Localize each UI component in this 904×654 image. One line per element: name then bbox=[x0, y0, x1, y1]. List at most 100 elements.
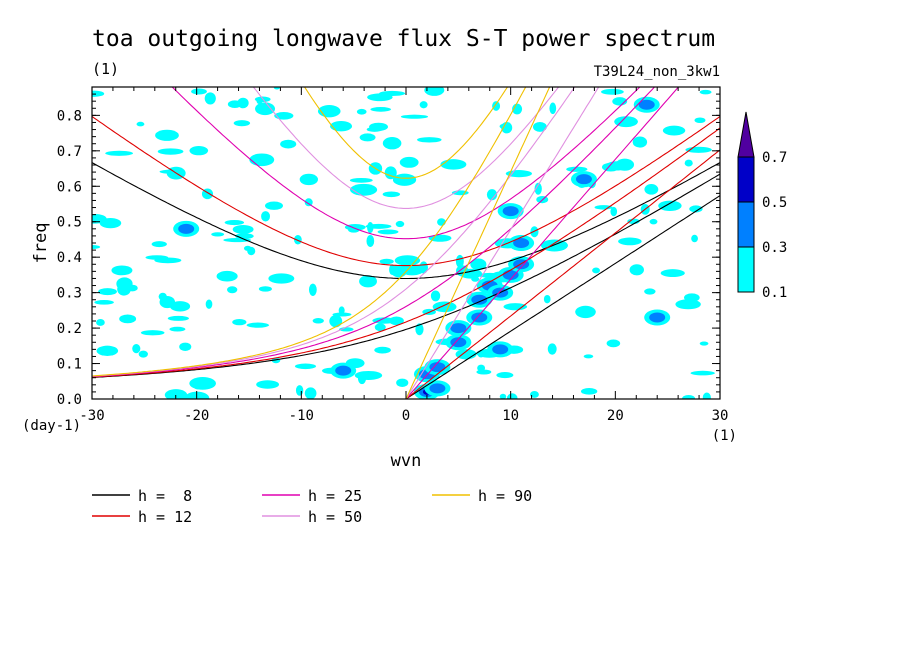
contour-patch bbox=[390, 264, 408, 278]
dispersion-curve-mrg bbox=[92, 87, 576, 377]
contour-patch bbox=[138, 350, 148, 358]
contour-patch bbox=[330, 121, 353, 132]
contour-patch bbox=[477, 364, 486, 372]
contour-patch bbox=[549, 102, 557, 115]
colorbar-label: 0.5 bbox=[762, 195, 787, 211]
contour-patch bbox=[566, 166, 588, 172]
contour-patch bbox=[111, 265, 133, 276]
contour-patch bbox=[294, 235, 302, 245]
contour-patch bbox=[618, 237, 642, 246]
contour-patch bbox=[119, 314, 137, 324]
contour-patch bbox=[694, 117, 706, 124]
contour-patch bbox=[675, 299, 701, 310]
x-tick-label: 10 bbox=[502, 408, 519, 424]
colorbar-label: 0.3 bbox=[762, 240, 787, 256]
contour-patch bbox=[359, 133, 376, 142]
legend-label: h = 50 bbox=[308, 508, 362, 526]
contour-patch bbox=[505, 170, 532, 178]
contour-patch bbox=[374, 346, 391, 354]
contour-patch bbox=[96, 345, 119, 356]
contour-patch bbox=[530, 390, 539, 398]
contour-patch bbox=[370, 107, 391, 112]
contour-patch bbox=[632, 136, 648, 148]
contour-patch bbox=[690, 370, 715, 376]
x-tick-label: 0 bbox=[402, 408, 410, 424]
contour-patch bbox=[140, 330, 165, 336]
y-unit-label: (day-1) bbox=[22, 418, 81, 434]
contour-patch bbox=[164, 389, 188, 399]
contour-patch bbox=[503, 303, 528, 311]
contour-patch bbox=[189, 145, 209, 156]
x-tick-label: 30 bbox=[712, 408, 729, 424]
contour-patch bbox=[610, 206, 618, 217]
contour-patch bbox=[357, 371, 367, 385]
contour-patch bbox=[92, 244, 101, 250]
contour-patch bbox=[274, 112, 294, 120]
contour-patch bbox=[395, 220, 405, 228]
contour-patch bbox=[350, 183, 378, 196]
contour-patch bbox=[506, 393, 518, 399]
contour-patch bbox=[273, 87, 281, 90]
contour-patch bbox=[455, 254, 464, 268]
contour-patch bbox=[432, 301, 457, 313]
contour-patch bbox=[417, 137, 442, 143]
peak-mid bbox=[178, 223, 195, 234]
x-tick-label: 20 bbox=[607, 408, 624, 424]
contour-patch bbox=[232, 318, 247, 326]
contour-patch bbox=[312, 318, 324, 324]
contour-patch bbox=[92, 90, 105, 97]
contour-patch bbox=[684, 159, 693, 167]
contour-patch bbox=[662, 125, 686, 136]
dispersion-curve-mrg bbox=[92, 127, 720, 378]
contour-patch bbox=[644, 184, 659, 195]
dispersion-curve-kelvin bbox=[405, 195, 720, 399]
chart-subtitle-right: T39L24_non_3kw1 bbox=[594, 64, 720, 80]
contour-patch bbox=[547, 343, 557, 355]
dispersion-curve-mrg bbox=[92, 87, 527, 377]
contour-patch bbox=[379, 90, 406, 96]
legend: h = 8 h = 12 h = 25 h = 50 h = 90 bbox=[92, 487, 532, 526]
contour-patch bbox=[295, 385, 304, 396]
y-tick-label: 0.6 bbox=[57, 179, 82, 195]
contour-patch bbox=[486, 189, 498, 201]
y-tick-label: 0.8 bbox=[57, 108, 82, 124]
contour-patch bbox=[601, 88, 624, 95]
contour-patch bbox=[308, 283, 317, 296]
contour-patch bbox=[117, 282, 131, 296]
contour-patch bbox=[689, 205, 703, 213]
contour-patch bbox=[304, 387, 317, 399]
contour-patch bbox=[349, 177, 373, 183]
contour-patch bbox=[534, 182, 542, 195]
contour-patch bbox=[132, 343, 141, 354]
contour-patch bbox=[356, 108, 367, 115]
contour-patch bbox=[496, 372, 514, 379]
contour-patch bbox=[299, 173, 318, 186]
dispersion-curve-ig bbox=[92, 115, 720, 267]
chart-title: toa outgoing longwave flux S-T power spe… bbox=[92, 26, 715, 52]
dispersion-curve-kelvin bbox=[405, 87, 680, 399]
contour-patch bbox=[94, 300, 114, 305]
contour-patch bbox=[232, 224, 254, 234]
contour-patch bbox=[614, 116, 638, 128]
spectral-peak bbox=[433, 385, 442, 392]
contour-patch bbox=[205, 299, 213, 309]
contour-patch bbox=[169, 326, 186, 332]
contour-patch bbox=[268, 273, 295, 284]
contour-patch bbox=[379, 258, 394, 265]
contour-patch bbox=[145, 255, 169, 260]
x-tick-label: -30 bbox=[79, 408, 104, 424]
y-tick-label: 0.0 bbox=[57, 392, 82, 408]
y-tick-label: 0.4 bbox=[57, 250, 82, 266]
dispersion-curve-mrg bbox=[92, 87, 656, 378]
peak-mid bbox=[638, 99, 655, 110]
contour-patch bbox=[98, 288, 117, 296]
contour-patch bbox=[470, 258, 487, 271]
contour-patch bbox=[455, 349, 477, 360]
dispersion-curve-ig bbox=[303, 87, 509, 179]
contour-patch bbox=[471, 276, 480, 282]
contour-patch bbox=[415, 323, 424, 336]
contour-patch bbox=[255, 102, 276, 116]
x-tick-label: -10 bbox=[289, 408, 314, 424]
legend-label: h = 25 bbox=[308, 487, 362, 505]
contour-patch bbox=[359, 275, 377, 288]
